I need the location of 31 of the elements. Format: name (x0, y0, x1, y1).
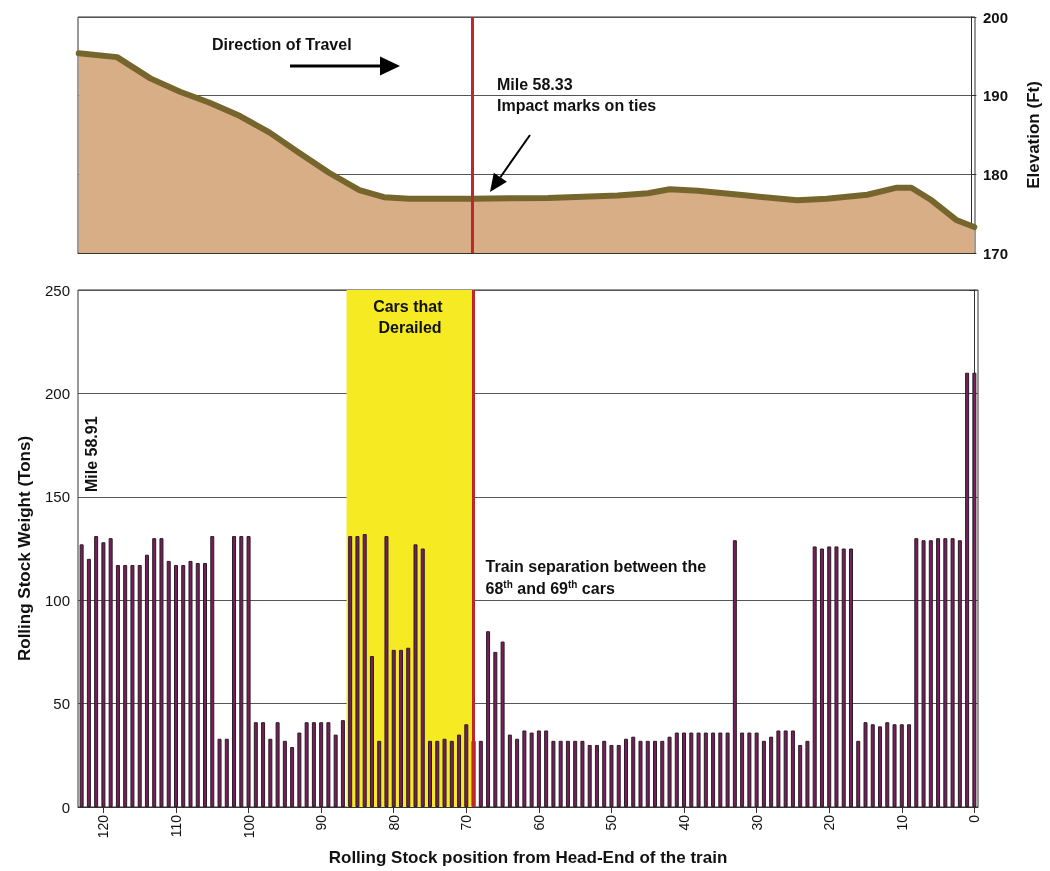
y-tick-label: 180 (983, 165, 1009, 183)
y-tick-label: 50 (53, 695, 70, 713)
x-tick-label: 120 (95, 814, 112, 839)
x-tick-label: 100 (240, 814, 257, 839)
y-tick-label: 170 (983, 244, 1009, 262)
x-tick-label: 90 (313, 814, 330, 831)
ref-line-label: Train separation between the 68$^{th}$ and 69$^{th}$ cars (485, 556, 726, 600)
x-tick-label: 80 (385, 814, 402, 831)
x-tick-label: 40 (676, 814, 693, 831)
y-tick-label: 250 (44, 281, 70, 299)
y-axis-title: Elevation (Ft) (1024, 81, 1043, 189)
y-tick-label: 150 (44, 488, 70, 506)
y-tick-label: 0 (61, 798, 70, 816)
x-tick-label: 60 (530, 814, 547, 831)
x-tick-label: 50 (603, 814, 620, 831)
y-tick-label: 200 (44, 384, 70, 402)
x-axis-title: Rolling Stock position from Head-End of the train (328, 848, 728, 867)
band-label: Cars that Derailed (373, 298, 447, 336)
x-tick-label: 10 (893, 814, 910, 831)
x-tick-label: 110 (167, 814, 184, 838)
y-axis-title: Rolling Stock Weight (Tons) (15, 435, 34, 662)
x-tick-label: 20 (821, 814, 838, 831)
x-tick-label: 30 (748, 814, 765, 831)
annotation: Direction of Travel (212, 35, 352, 55)
y-tick-label: 190 (983, 87, 1009, 105)
y-tick-label: 100 (44, 591, 70, 609)
annotation: Mile 58.33 Impact marks on ties (497, 75, 657, 116)
y-tick-label: 200 (983, 8, 1009, 26)
annotation: Mile 58.91 (82, 416, 101, 493)
x-tick-label: 70 (458, 814, 475, 831)
x-tick-label: 0 (966, 814, 983, 823)
